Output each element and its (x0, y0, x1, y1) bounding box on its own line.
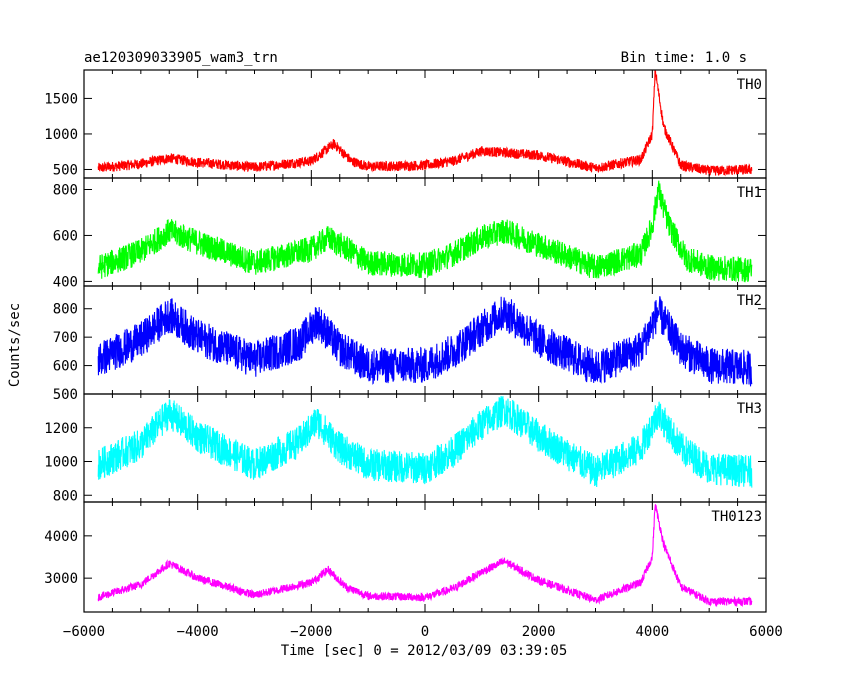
bin-time-label: Bin time: 1.0 s (621, 50, 747, 66)
panel-label: TH3 (737, 401, 762, 417)
y-tick-label: 800 (53, 182, 78, 198)
y-tick-label: 600 (53, 359, 78, 375)
x-tick-label: 4000 (635, 624, 669, 640)
panel-label: TH2 (737, 293, 762, 309)
y-tick-label: 3000 (44, 571, 78, 587)
y-tick-label: 1200 (44, 421, 78, 437)
y-tick-label: 1000 (44, 455, 78, 471)
panel-th3: 800 1000 1200 TH3 (44, 393, 767, 504)
panel-th1: 400 600 800 TH1 (53, 177, 767, 290)
y-tick-label: 600 (53, 228, 78, 244)
x-tick-label: −6000 (63, 624, 105, 640)
trace-th3 (97, 395, 753, 488)
y-tick-label: 800 (53, 302, 78, 318)
panel-th2: 500 600 700 800 TH2 (53, 285, 767, 403)
x-tick-label: 2000 (522, 624, 556, 640)
x-axis: −6000 −4000 −2000 0 2000 4000 6000 (63, 624, 783, 640)
trace-th0 (97, 70, 753, 177)
panel-label: TH1 (737, 185, 762, 201)
x-tick-label: −4000 (177, 624, 219, 640)
y-tick-label: 800 (53, 488, 78, 504)
y-tick-label: 4000 (44, 529, 78, 545)
trace-th2 (97, 296, 753, 387)
x-tick-label: 6000 (749, 624, 783, 640)
figure-title: ae120309033905_wam3_trn (84, 50, 278, 66)
panel-th0: 500 1000 1500 TH0 (44, 69, 767, 179)
panel-th0123: 3000 4000 TH0123 (44, 501, 767, 613)
y-axis-label: Counts/sec (7, 303, 23, 387)
panel-frame (83, 393, 767, 503)
panel-label: TH0123 (711, 509, 762, 525)
panel-label: TH0 (737, 77, 762, 93)
x-axis-label: Time [sec] 0 = 2012/03/09 03:39:05 (281, 643, 568, 659)
x-tick-label: 0 (421, 624, 429, 640)
panel-frame (83, 501, 767, 613)
y-tick-label: 500 (53, 387, 78, 403)
y-tick-label: 400 (53, 274, 78, 290)
y-tick-label: 700 (53, 330, 78, 346)
y-tick-label: 500 (53, 162, 78, 178)
trace-th0123 (97, 504, 753, 608)
x-tick-label: −2000 (290, 624, 332, 640)
panel-stack: 500 1000 1500 TH0 400 600 800 TH1 500 600 700 800 TH… (44, 69, 767, 613)
y-tick-label: 1000 (44, 127, 78, 143)
trace-th1 (97, 180, 753, 283)
y-tick-label: 1500 (44, 91, 78, 107)
